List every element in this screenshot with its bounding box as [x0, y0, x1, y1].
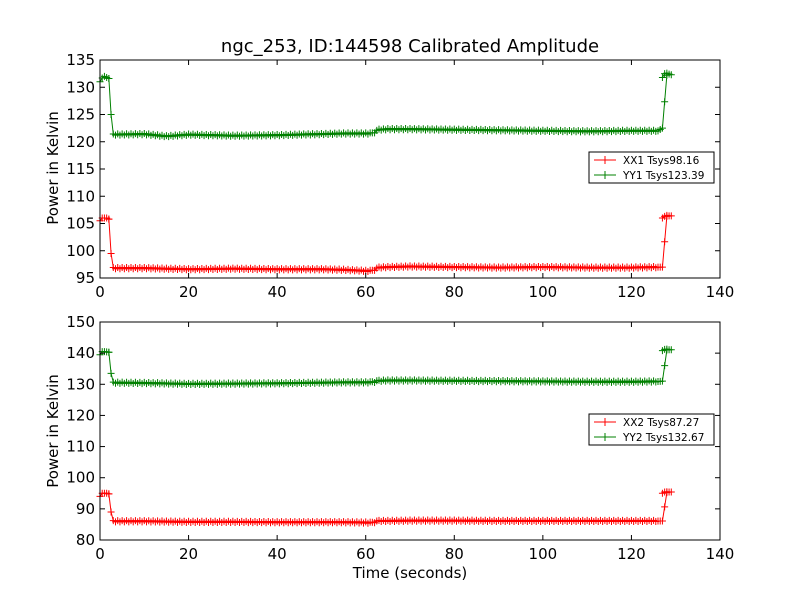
- x-tick-label: 20: [179, 545, 198, 563]
- y-tick-label: 100: [66, 469, 95, 487]
- data-point-marker: [661, 98, 669, 106]
- y-tick-label: 135: [66, 51, 95, 69]
- x-tick-label: 60: [356, 545, 375, 563]
- legend-label-xx2: XX2 Tsys87.27: [623, 417, 699, 429]
- data-point-marker: [107, 249, 115, 257]
- ticks-bottom: 0 20 40 60 80 100 120 140 80 90 100 110 120 130 140 150: [66, 313, 734, 563]
- y-axis-label-top: Power in Kelvin: [44, 111, 62, 225]
- legend-marker-xx2: [601, 418, 609, 426]
- y-tick-label: 115: [66, 160, 95, 178]
- ticks-top: 0 20 40 60 80 100 120 140 95 100 105 110 115 120 125 13…: [66, 51, 734, 301]
- legend-bottom: XX2 Tsys87.27 YY2 Tsys132.67: [588, 413, 715, 446]
- y-tick-label: 110: [66, 438, 95, 456]
- x-tick-label: 60: [356, 283, 375, 301]
- y-tick-label: 90: [76, 500, 95, 518]
- x-tick-label: 100: [529, 545, 558, 563]
- legend-marker-xx1: [601, 156, 609, 164]
- x-tick-label: 0: [95, 283, 105, 301]
- legend-box-bottom: [588, 413, 715, 446]
- y-tick-label: 110: [66, 187, 95, 205]
- series-yy1: [96, 69, 675, 141]
- y-tick-label: 120: [66, 133, 95, 151]
- y-tick-label: 130: [66, 78, 95, 96]
- data-point-marker: [107, 111, 115, 118]
- y-tick-label: 100: [66, 242, 95, 260]
- data-point-marker: [667, 71, 675, 79]
- x-tick-label: 140: [706, 545, 735, 563]
- x-tick-label: 140: [706, 283, 735, 301]
- legend-box-top: [588, 151, 715, 184]
- data-point-marker: [658, 263, 666, 271]
- x-tick-label: 120: [617, 283, 646, 301]
- data-point-marker: [658, 517, 666, 525]
- x-tick-label: 20: [179, 283, 198, 301]
- data-point-marker: [661, 503, 669, 511]
- x-axis-label: Time (seconds): [352, 564, 468, 582]
- series-xx2: [96, 488, 675, 527]
- data-point-marker: [658, 73, 666, 81]
- data-point-marker: [667, 346, 675, 354]
- x-tick-label: 0: [95, 545, 105, 563]
- x-tick-label: 80: [445, 283, 464, 301]
- x-tick-label: 100: [529, 283, 558, 301]
- data-point-marker: [107, 369, 115, 377]
- plot-content-bottom: [96, 345, 675, 527]
- series-yy2: [96, 345, 675, 389]
- legend-label-yy1: YY1 Tsys123.39: [622, 170, 704, 182]
- plot-content-top: [96, 69, 675, 275]
- data-point-marker: [105, 348, 113, 356]
- x-tick-label: 80: [445, 545, 464, 563]
- legend-top: XX1 Tsys98.16 YY1 Tsys123.39: [588, 151, 715, 184]
- data-point-marker: [105, 215, 113, 223]
- legend-marker-yy1: [601, 171, 609, 179]
- legend-label-xx1: XX1 Tsys98.16: [623, 155, 700, 167]
- y-tick-label: 120: [66, 406, 95, 424]
- x-tick-label: 40: [268, 545, 287, 563]
- chart-title-top: ngc_253, ID:144598 Calibrated Amplitude: [221, 36, 599, 57]
- data-point-marker: [105, 75, 113, 83]
- y-tick-label: 80: [76, 531, 95, 549]
- legend-label-yy2: YY2 Tsys132.67: [622, 432, 704, 444]
- y-tick-label: 95: [76, 269, 95, 287]
- y-axis-label-bottom: Power in Kelvin: [44, 374, 62, 488]
- legend-marker-yy2: [601, 433, 609, 441]
- data-point-marker: [658, 377, 666, 385]
- y-tick-label: 105: [66, 215, 95, 233]
- y-tick-label: 150: [66, 313, 95, 331]
- y-tick-label: 125: [66, 106, 95, 124]
- x-tick-label: 40: [268, 283, 287, 301]
- plot-frame-bottom: [99, 321, 721, 541]
- data-point-marker: [661, 362, 669, 370]
- data-point-marker: [667, 488, 675, 496]
- series-xx1: [96, 211, 675, 275]
- x-tick-label: 120: [617, 545, 646, 563]
- data-point-marker: [658, 124, 666, 132]
- data-point-marker: [667, 212, 675, 220]
- subplot-bottom: Power in Kelvin 0 20 40 60 80 100 120 140 80 90 10…: [44, 313, 734, 582]
- subplot-top: ngc_253, ID:144598 Calibrated Amplitude …: [44, 36, 734, 301]
- data-point-marker: [105, 490, 113, 498]
- y-tick-label: 140: [66, 344, 95, 362]
- y-tick-label: 130: [66, 375, 95, 393]
- data-point-marker: [661, 238, 669, 246]
- data-point-marker: [107, 508, 115, 516]
